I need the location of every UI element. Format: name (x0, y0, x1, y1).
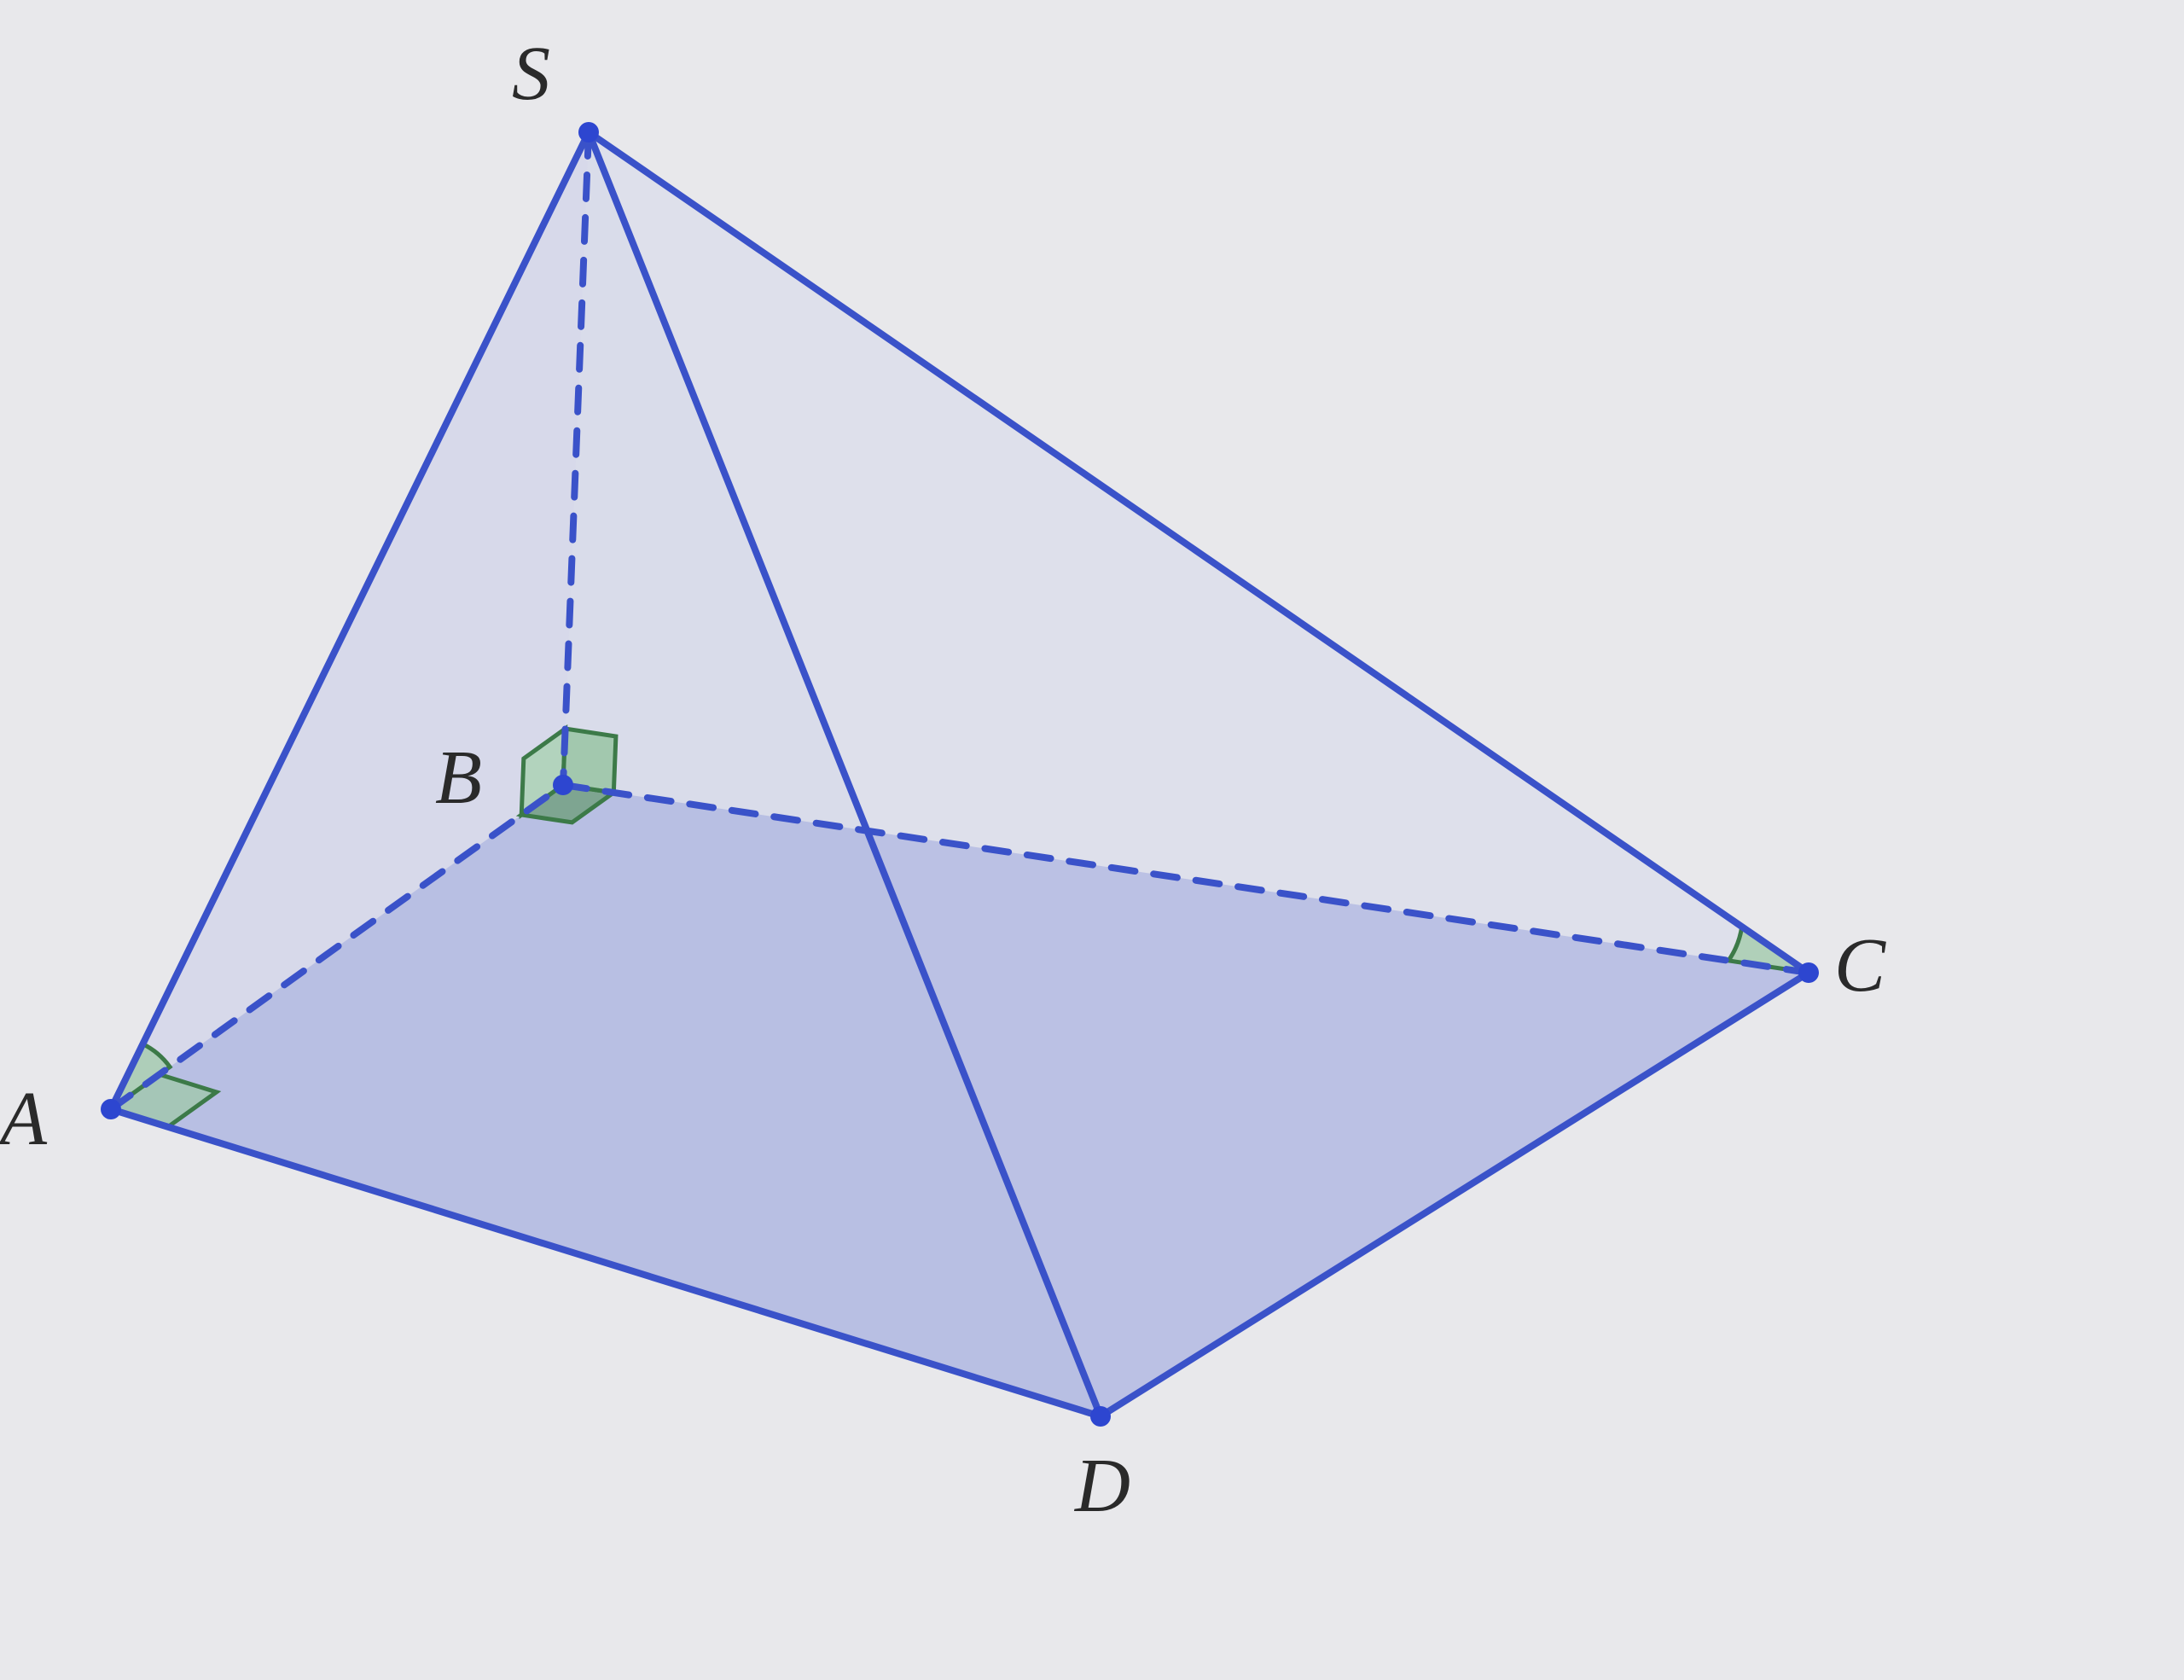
label-B: B (435, 734, 482, 822)
label-S: S (512, 30, 550, 118)
label-C: C (1834, 921, 1885, 1009)
vertex-D (1090, 1406, 1111, 1427)
vertex-B (553, 775, 573, 795)
pyramid-diagram (0, 0, 2184, 1680)
label-A: A (0, 1075, 47, 1163)
vertex-A (101, 1099, 121, 1119)
vertex-C (1798, 962, 1819, 983)
label-D: D (1075, 1442, 1130, 1530)
vertex-S (578, 122, 599, 142)
